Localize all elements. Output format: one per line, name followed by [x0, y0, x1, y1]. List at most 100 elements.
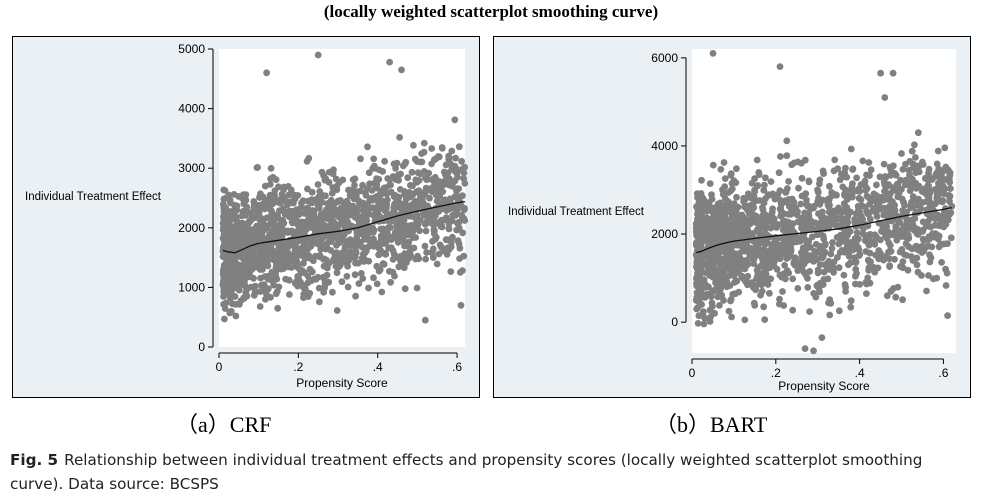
scatter-point — [317, 245, 325, 253]
scatter-point — [359, 275, 367, 282]
scatter-point — [294, 192, 302, 199]
scatter-point — [226, 275, 233, 283]
scatter-point — [797, 159, 805, 167]
scatter-point — [702, 269, 709, 276]
scatter-point — [879, 227, 887, 235]
scatter-point — [241, 224, 249, 232]
scatter-point — [861, 177, 869, 185]
scatter-point — [264, 247, 271, 254]
scatter-point — [383, 201, 391, 209]
scatter-point — [759, 204, 766, 211]
scatter-point — [790, 202, 797, 210]
x-tick-label: 0 — [689, 366, 696, 380]
scatter-point — [790, 260, 798, 267]
scatter-point — [359, 199, 367, 207]
scatter-point — [314, 224, 322, 232]
scatter-point — [847, 303, 855, 311]
scatter-point — [755, 169, 763, 176]
scatter-point — [423, 249, 430, 256]
scatter-point — [794, 285, 802, 292]
scatter-point — [886, 163, 894, 171]
scatter-point — [938, 180, 945, 188]
scatter-point — [739, 274, 747, 282]
scatter-point — [265, 233, 272, 241]
scatter-point — [275, 283, 283, 291]
scatter-point — [370, 274, 377, 282]
scatter-point — [893, 180, 901, 188]
scatter-point — [455, 143, 463, 151]
scatter-point — [923, 185, 930, 192]
scatter-point — [780, 302, 788, 309]
scatter-point — [417, 192, 424, 200]
scatter-point — [346, 236, 354, 244]
scatter-point — [783, 249, 790, 257]
scatter-point — [269, 200, 276, 208]
scatter-point — [420, 148, 428, 156]
scatter-point — [447, 268, 455, 275]
scatter-point — [797, 200, 805, 208]
scatter-point — [793, 238, 800, 246]
scatter-point — [913, 254, 921, 262]
scatter-point — [805, 225, 813, 233]
scatter-point — [727, 296, 735, 303]
scatter-point — [754, 182, 762, 189]
scatter-point — [727, 246, 735, 254]
scatter-point — [438, 180, 446, 188]
scatter-point — [693, 305, 700, 313]
scatter-point — [239, 235, 247, 243]
scatter-point — [350, 254, 358, 262]
chart-crf: 0 .2 .4 .6 0 1000 2000 3000 4000 5000 Propensity S… — [25, 42, 469, 390]
scatter-point — [348, 203, 355, 211]
scatter-point — [333, 242, 340, 249]
scatter-point — [873, 192, 880, 200]
scatter-point — [256, 216, 264, 224]
scatter-point — [692, 241, 700, 249]
scatter-point — [428, 145, 436, 152]
scatter-point — [913, 261, 921, 269]
scatter-point — [459, 229, 466, 237]
scatter-point — [885, 255, 893, 263]
scatter-point — [741, 247, 748, 255]
scatter-point — [796, 259, 804, 267]
scatter-point — [415, 255, 423, 263]
scatter-point — [781, 235, 789, 243]
scatter-point — [941, 144, 949, 152]
scatter-point — [401, 188, 408, 195]
scatter-point — [878, 193, 886, 201]
scatter-point — [370, 239, 378, 247]
scatter-point — [456, 198, 464, 206]
scatter-point — [881, 94, 889, 101]
scatter-point — [784, 227, 792, 235]
scatter-point — [749, 233, 757, 241]
scatter-point — [353, 236, 361, 244]
scatter-point — [408, 229, 416, 236]
scatter-point — [261, 182, 269, 190]
scatter-point — [767, 246, 775, 254]
scatter-point — [886, 263, 893, 270]
scatter-point — [398, 66, 405, 74]
scatter-point — [383, 231, 390, 239]
scatter-point — [236, 251, 244, 259]
scatter-point — [326, 208, 334, 216]
scatter-point — [270, 193, 278, 201]
scatter-point — [891, 255, 898, 263]
scatter-point — [365, 257, 373, 265]
scatter-point — [220, 288, 228, 296]
scatter-point — [692, 251, 700, 259]
y-tick-label: 2000 — [178, 221, 205, 235]
scatter-point — [260, 287, 267, 295]
scatter-point — [728, 185, 736, 193]
scatter-point — [810, 290, 818, 297]
scatter-point — [333, 186, 341, 194]
scatter-point — [858, 202, 866, 210]
scatter-point — [456, 255, 463, 262]
scatter-point — [816, 242, 824, 250]
scatter-point — [413, 219, 421, 227]
scatter-point — [727, 220, 734, 228]
scatter-point — [305, 154, 313, 162]
scatter-point — [219, 268, 227, 275]
scatter-point — [774, 191, 782, 199]
scatter-point — [228, 226, 235, 234]
scatter-point — [790, 159, 798, 167]
scatter-point — [898, 150, 905, 157]
